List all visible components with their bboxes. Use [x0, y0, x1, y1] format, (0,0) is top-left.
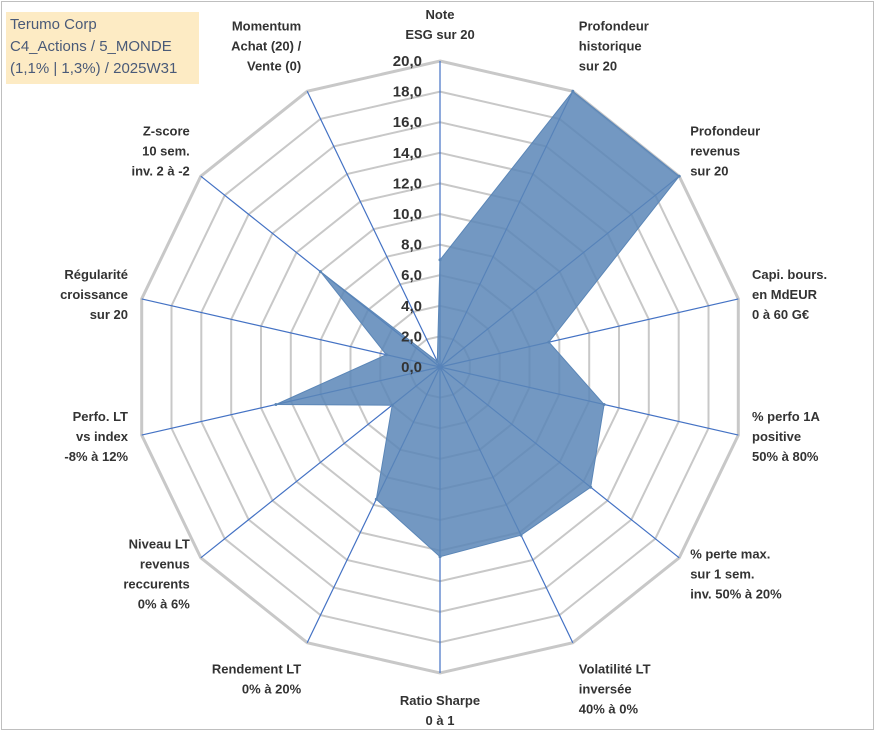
- series-point: [318, 270, 322, 274]
- axis-line: [306, 91, 441, 368]
- axis-label: sur 20: [690, 164, 728, 179]
- series-point: [571, 89, 575, 93]
- info-period: (1,1% | 1,3%) / 2025W31: [10, 60, 178, 77]
- tick-label: 2,0: [401, 328, 422, 345]
- axis-label: Profondeur: [579, 19, 649, 34]
- series-point: [374, 497, 378, 501]
- info-company: Terumo Corp: [10, 16, 97, 33]
- axis-label: 50% à 80%: [752, 449, 819, 464]
- tick-label: 12,0: [393, 175, 422, 192]
- axis-label: Z-score: [143, 124, 190, 139]
- axis-label: sur 1 sem.: [690, 567, 754, 582]
- axis-label: sur 20: [579, 59, 617, 74]
- tick-label: 4,0: [401, 298, 422, 315]
- axis-label: inversée: [579, 681, 632, 696]
- axis-label: Momentum: [232, 19, 301, 34]
- tick-label: 10,0: [393, 206, 422, 223]
- axis-label: inv. 50% à 20%: [690, 587, 782, 602]
- axis-label: en MdEUR: [752, 287, 818, 302]
- series-point: [677, 174, 681, 178]
- axis-label: Profondeur: [690, 124, 760, 139]
- series-point: [274, 403, 278, 406]
- axis-label: % perte max.: [690, 547, 770, 562]
- series-point: [438, 555, 442, 559]
- axis-label: 10 sem.: [142, 144, 190, 159]
- axis-label: Volatilité LT: [579, 661, 651, 676]
- axis-label: positive: [752, 429, 801, 444]
- axis-label: Perfo. LT: [73, 409, 128, 424]
- tick-label: 0,0: [401, 359, 422, 376]
- axis-label: Capi. bours.: [752, 267, 827, 282]
- tick-label: 14,0: [393, 145, 422, 162]
- axis-label: Régularité: [64, 267, 128, 282]
- series-point: [602, 403, 606, 406]
- radar-axis-labels: Note ESG sur 20 Profondeur historique sur 20…: [60, 7, 827, 728]
- series-point: [589, 485, 593, 489]
- axis-label: revenus: [140, 557, 190, 572]
- radar-tick-labels: 0,0 2,0 4,0 6,0 8,0 10,0 12,0 14,0 16,0 18,0 20,0: [393, 53, 422, 376]
- axis-label: % perfo 1A: [752, 409, 821, 424]
- axis-label: 0 à 60 G€: [752, 307, 809, 322]
- series-point: [384, 353, 388, 357]
- axis-label: inv. 2 à -2: [132, 164, 190, 179]
- info-category: C4_Actions / 5_MONDE: [10, 38, 172, 55]
- axis-label: Note: [426, 7, 455, 22]
- axis-label: 0% à 6%: [138, 597, 190, 612]
- tick-label: 6,0: [401, 267, 422, 284]
- axis-label: Ratio Sharpe: [400, 693, 480, 708]
- axis-label: Achat (20) /: [231, 39, 301, 54]
- tick-label: 16,0: [393, 114, 422, 131]
- series-point: [547, 340, 551, 344]
- tick-label: 8,0: [401, 237, 422, 254]
- tick-label: 18,0: [393, 84, 422, 101]
- axis-label: -8% à 12%: [64, 449, 128, 464]
- axis-label: vs index: [76, 429, 129, 444]
- axis-label: Rendement LT: [212, 661, 301, 676]
- axis-label: Vente (0): [247, 59, 301, 74]
- axis-label: 0 à 1: [426, 713, 455, 728]
- series-point: [390, 403, 394, 407]
- series-point: [435, 360, 439, 363]
- axis-label: 40% à 0%: [579, 701, 639, 716]
- tick-label: 20,0: [393, 53, 422, 70]
- series-point: [438, 258, 442, 262]
- series-point: [519, 533, 523, 537]
- radar-series: [274, 89, 681, 559]
- axis-label: ESG sur 20: [405, 27, 474, 42]
- axis-label: croissance: [60, 287, 128, 302]
- axis-label: reccurents: [123, 577, 189, 592]
- axis-label: Niveau LT: [129, 537, 190, 552]
- info-box: Terumo Corp C4_Actions / 5_MONDE (1,1% |…: [6, 12, 199, 84]
- axis-label: revenus: [690, 144, 740, 159]
- axis-label: historique: [579, 39, 642, 54]
- axis-label: 0% à 20%: [242, 681, 302, 696]
- axis-label: sur 20: [90, 307, 128, 322]
